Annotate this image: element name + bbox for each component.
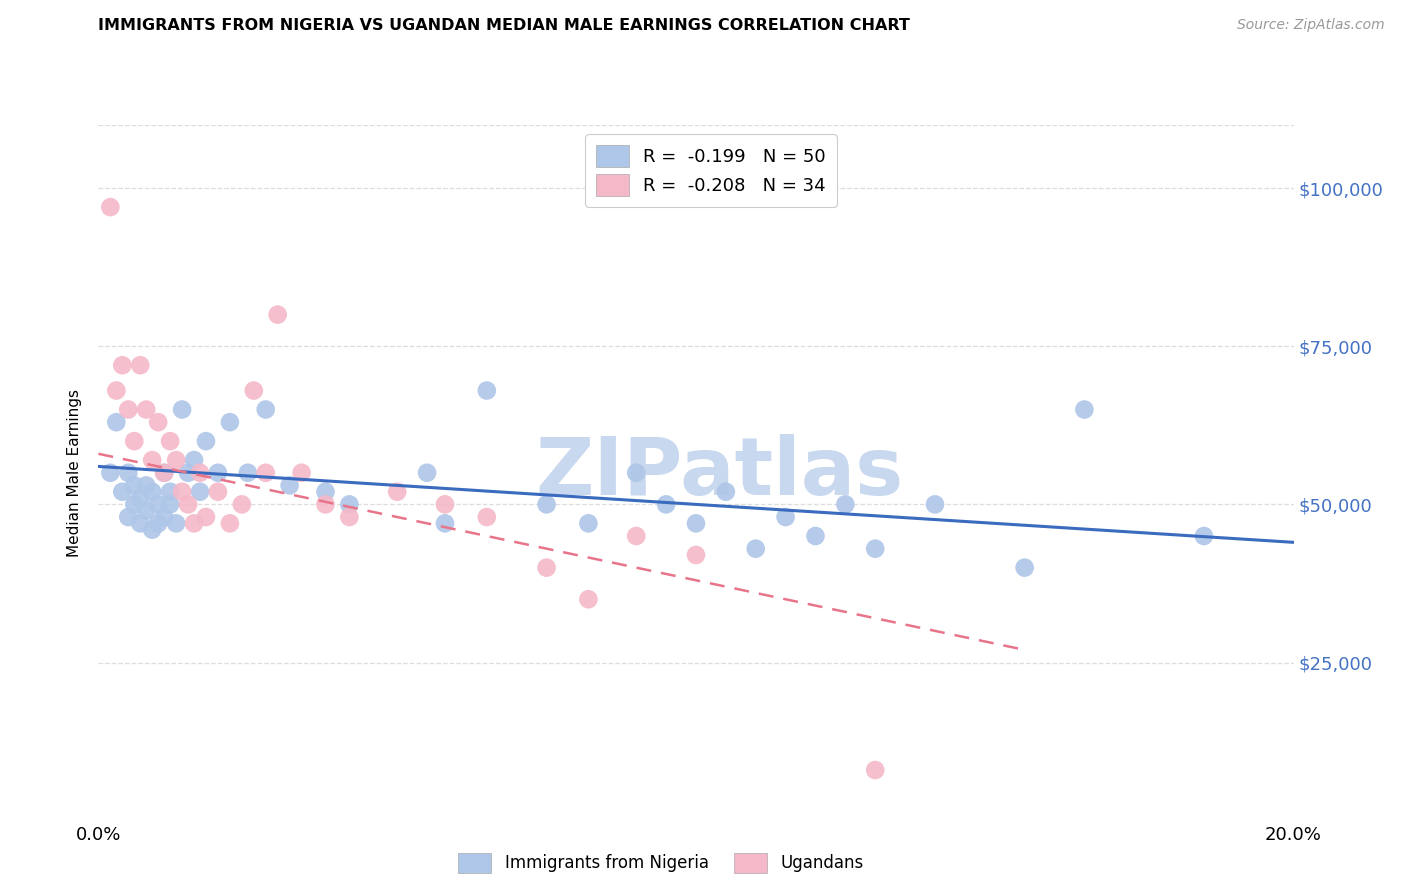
Point bbox=[195, 434, 218, 449]
Legend: Immigrants from Nigeria, Ugandans: Immigrants from Nigeria, Ugandans bbox=[451, 847, 870, 880]
Point bbox=[475, 384, 498, 398]
Point bbox=[219, 516, 242, 531]
Point bbox=[714, 484, 737, 499]
Point bbox=[135, 402, 157, 417]
Point bbox=[385, 484, 409, 499]
Point bbox=[1073, 402, 1095, 417]
Point bbox=[153, 466, 176, 480]
Point bbox=[165, 516, 187, 531]
Point bbox=[183, 453, 205, 467]
Point bbox=[135, 504, 157, 518]
Point bbox=[207, 466, 229, 480]
Point bbox=[153, 510, 176, 524]
Point bbox=[315, 497, 337, 511]
Point bbox=[159, 434, 181, 449]
Point bbox=[775, 510, 797, 524]
Point bbox=[172, 402, 194, 417]
Point bbox=[924, 497, 946, 511]
Point bbox=[1014, 560, 1036, 574]
Point bbox=[124, 497, 146, 511]
Point bbox=[416, 466, 439, 480]
Point bbox=[135, 478, 157, 492]
Legend: R =  -0.199   N = 50, R =  -0.208   N = 34: R = -0.199 N = 50, R = -0.208 N = 34 bbox=[585, 134, 837, 207]
Point bbox=[117, 510, 139, 524]
Point bbox=[159, 497, 181, 511]
Point bbox=[231, 497, 253, 511]
Point bbox=[536, 560, 558, 574]
Point bbox=[243, 384, 266, 398]
Point bbox=[177, 497, 200, 511]
Point bbox=[219, 415, 242, 429]
Point bbox=[267, 308, 290, 322]
Point bbox=[291, 466, 314, 480]
Point bbox=[804, 529, 827, 543]
Point bbox=[148, 497, 170, 511]
Point bbox=[188, 484, 211, 499]
Point bbox=[315, 484, 337, 499]
Point bbox=[339, 510, 360, 524]
Point bbox=[626, 529, 648, 543]
Point bbox=[105, 415, 128, 429]
Point bbox=[434, 497, 457, 511]
Point bbox=[129, 358, 152, 372]
Point bbox=[129, 516, 152, 531]
Y-axis label: Median Male Earnings: Median Male Earnings bbox=[67, 389, 83, 557]
Point bbox=[207, 484, 229, 499]
Point bbox=[475, 510, 498, 524]
Point bbox=[148, 516, 170, 531]
Point bbox=[745, 541, 768, 556]
Point bbox=[578, 592, 600, 607]
Point bbox=[655, 497, 678, 511]
Text: Source: ZipAtlas.com: Source: ZipAtlas.com bbox=[1237, 18, 1385, 32]
Point bbox=[141, 484, 163, 499]
Point bbox=[153, 466, 176, 480]
Text: ZIPatlas: ZIPatlas bbox=[536, 434, 904, 512]
Point bbox=[148, 415, 170, 429]
Point bbox=[434, 516, 457, 531]
Point bbox=[105, 384, 128, 398]
Point bbox=[254, 402, 277, 417]
Point bbox=[685, 548, 707, 562]
Point bbox=[111, 484, 134, 499]
Point bbox=[124, 478, 146, 492]
Point bbox=[278, 478, 301, 492]
Point bbox=[141, 523, 163, 537]
Text: IMMIGRANTS FROM NIGERIA VS UGANDAN MEDIAN MALE EARNINGS CORRELATION CHART: IMMIGRANTS FROM NIGERIA VS UGANDAN MEDIA… bbox=[98, 18, 910, 33]
Point bbox=[195, 510, 218, 524]
Point bbox=[141, 453, 163, 467]
Point bbox=[865, 763, 887, 777]
Point bbox=[124, 434, 146, 449]
Point bbox=[100, 466, 122, 480]
Point bbox=[685, 516, 707, 531]
Point bbox=[100, 200, 122, 214]
Point bbox=[236, 466, 259, 480]
Point bbox=[117, 402, 139, 417]
Point bbox=[254, 466, 277, 480]
Point bbox=[865, 541, 887, 556]
Point bbox=[177, 466, 200, 480]
Point bbox=[172, 484, 194, 499]
Point bbox=[834, 497, 856, 511]
Point bbox=[578, 516, 600, 531]
Point bbox=[159, 484, 181, 499]
Point bbox=[1192, 529, 1215, 543]
Point bbox=[188, 466, 211, 480]
Point bbox=[339, 497, 360, 511]
Point bbox=[626, 466, 648, 480]
Point bbox=[117, 466, 139, 480]
Point bbox=[165, 453, 187, 467]
Point bbox=[111, 358, 134, 372]
Point bbox=[536, 497, 558, 511]
Point bbox=[129, 491, 152, 505]
Point bbox=[183, 516, 205, 531]
